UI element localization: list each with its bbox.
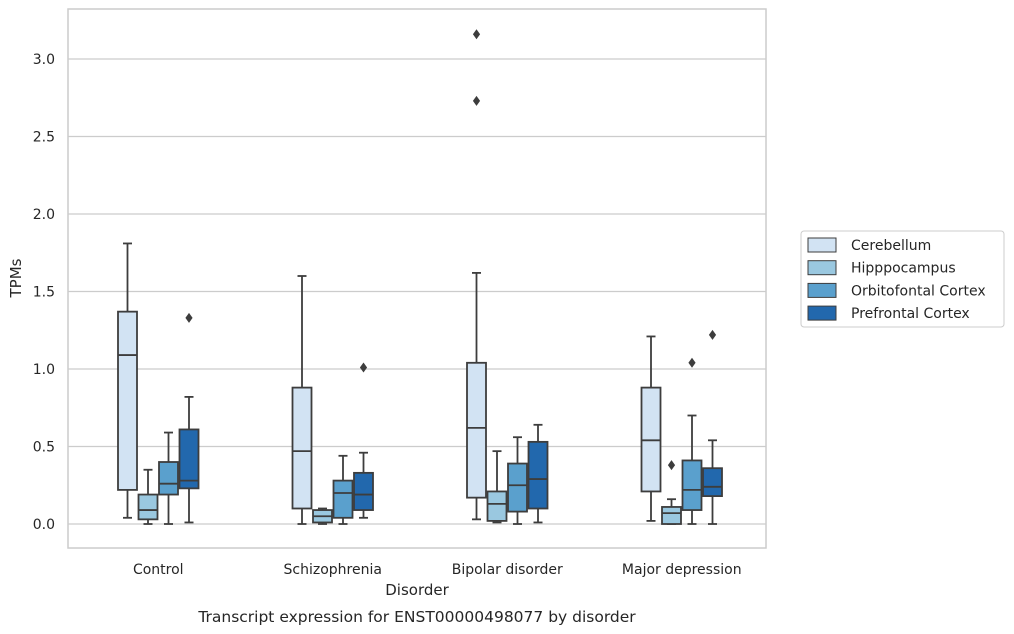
box-group xyxy=(527,423,549,524)
box-series xyxy=(117,29,723,525)
box-group xyxy=(702,329,723,525)
y-axis-label: TPMs xyxy=(7,258,25,298)
y-tick-label: 1.5 xyxy=(33,285,55,301)
box-iqr xyxy=(178,428,200,490)
box-group xyxy=(178,312,200,524)
box-iqr xyxy=(158,461,179,496)
box-iqr xyxy=(117,310,138,491)
box-group xyxy=(332,454,354,525)
legend-frame xyxy=(800,230,1005,328)
legend-swatch xyxy=(807,237,837,253)
box-iqr xyxy=(507,462,528,513)
box-iqr xyxy=(486,490,508,522)
legend-label: Orbitofontal Cortex xyxy=(851,283,986,299)
outlier-point xyxy=(472,29,481,40)
outlier-point xyxy=(185,312,193,323)
x-axis-label: Disorder xyxy=(385,581,449,599)
outlier-point xyxy=(667,460,676,471)
box-iqr xyxy=(661,506,682,525)
box-group xyxy=(486,450,508,524)
series-orbitofontal-cortex xyxy=(158,357,703,525)
outlier-point xyxy=(359,362,368,373)
box-group xyxy=(640,335,662,522)
outlier-point xyxy=(472,95,481,106)
outlier-point xyxy=(688,357,696,368)
legend-label: Cerebellum xyxy=(851,238,931,254)
box-iqr xyxy=(466,361,487,499)
legend-swatch xyxy=(807,305,837,321)
legend-label: Prefrontal Cortex xyxy=(851,306,970,322)
x-tick-label: Major depression xyxy=(622,562,742,578)
series-hipppocampus xyxy=(137,450,682,525)
y-tick-label: 0.5 xyxy=(33,440,55,456)
box-iqr xyxy=(702,467,723,498)
outlier-point xyxy=(708,329,717,340)
box-group xyxy=(681,357,703,525)
box-group xyxy=(507,436,528,525)
box-iqr xyxy=(681,459,703,511)
y-tick-label: 2.0 xyxy=(33,207,55,223)
plot-area-frame xyxy=(67,8,767,549)
box-group xyxy=(117,242,138,519)
box-iqr xyxy=(527,440,549,510)
y-axis-ticks: 0.0 0.5 1.0 1.5 2.0 2.5 3.0 xyxy=(33,52,55,533)
box-group xyxy=(158,431,179,525)
box-group xyxy=(291,275,313,525)
box-iqr xyxy=(137,493,159,521)
y-tick-label: 3.0 xyxy=(33,52,55,68)
series-prefrontal-cortex xyxy=(178,312,723,525)
legend: Cerebellum Hipppocampus Orbitofontal Corte… xyxy=(800,230,1005,328)
y-tick-label: 0.0 xyxy=(33,517,55,533)
box-group xyxy=(661,460,682,525)
box-iqr xyxy=(353,471,374,511)
box-iqr xyxy=(291,386,313,510)
legend-label: Hipppocampus xyxy=(851,261,956,277)
box-iqr xyxy=(332,479,354,519)
y-tick-label: 2.5 xyxy=(33,130,55,146)
x-axis-ticks: Control Schizophrenia Bipolar disorder Majo… xyxy=(133,562,742,578)
box-group xyxy=(466,29,487,521)
box-group xyxy=(137,468,159,525)
x-tick-label: Schizophrenia xyxy=(284,562,382,578)
legend-swatch xyxy=(807,282,837,298)
x-tick-label: Bipolar disorder xyxy=(452,562,563,578)
x-tick-label: Control xyxy=(133,562,184,578)
box-group xyxy=(353,362,374,519)
y-tick-label: 1.0 xyxy=(33,362,55,378)
figure-caption: Transcript expression for ENST0000049807… xyxy=(197,608,636,626)
series-cerebellum xyxy=(117,29,662,525)
legend-swatch xyxy=(807,260,837,276)
box-group xyxy=(312,507,333,525)
